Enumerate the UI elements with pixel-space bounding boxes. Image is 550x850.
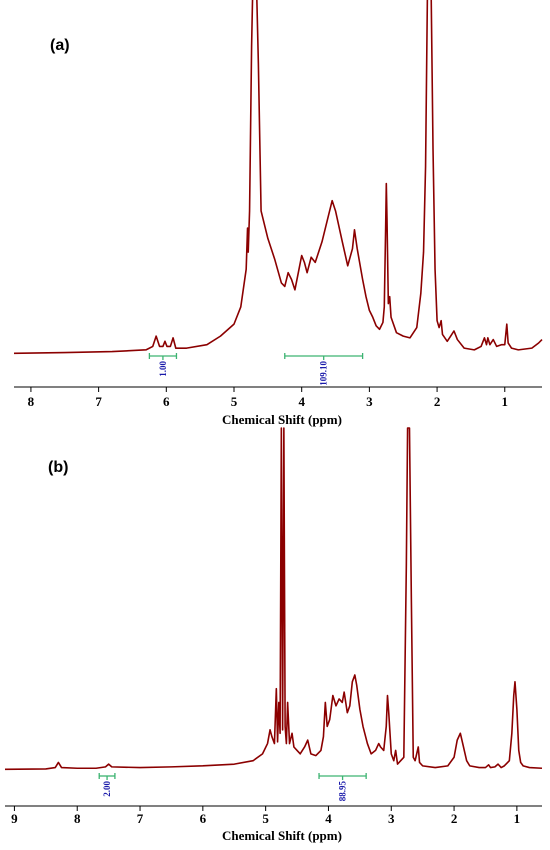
x-tick-label: 5: [231, 394, 238, 409]
panel-a: (a) 1.00 109.10 8 7 6 5 4 3 2 1 Chemical Shift (…: [13, 0, 543, 427]
x-tick-label: 4: [298, 394, 305, 409]
integration-value-label: 1.00: [158, 361, 168, 377]
panel-a-x-axis-title: Chemical Shift (ppm): [222, 412, 342, 427]
panel-a-integrations: 1.00 109.10: [148, 353, 364, 386]
panel-b-integrations: 2.00 88.95: [98, 773, 367, 802]
x-tick-label: 1: [514, 811, 521, 826]
panel-b-x-axis-title: Chemical Shift (ppm): [222, 828, 342, 843]
panel-a-spectrum-line: [13, 0, 543, 355]
panel-b-x-ticks: 9 8 7 6 5 4 3 2 1: [11, 806, 520, 826]
x-tick-label: 1: [502, 394, 509, 409]
x-tick-label: 7: [137, 811, 144, 826]
panel-a-label: (a): [50, 37, 70, 54]
panel-b-label: (b): [48, 459, 68, 476]
x-tick-label: 7: [95, 394, 102, 409]
integration-value-label: 88.95: [338, 781, 348, 802]
x-tick-label: 8: [74, 811, 81, 826]
x-tick-label: 2: [451, 811, 458, 826]
x-tick-label: 8: [28, 394, 35, 409]
x-tick-label: 9: [11, 811, 18, 826]
x-tick-label: 6: [200, 811, 207, 826]
x-tick-label: 6: [163, 394, 170, 409]
panel-b: (b) 2.00 88.95 9 8 7 6 5 4 3 2 1 Chemical Shift (…: [4, 427, 543, 843]
x-tick-label: 2: [434, 394, 441, 409]
panel-b-spectrum-line: [4, 427, 543, 771]
x-tick-label: 5: [262, 811, 269, 826]
x-tick-label: 4: [325, 811, 332, 826]
integration-value-label: 2.00: [102, 781, 112, 797]
x-tick-label: 3: [366, 394, 373, 409]
panel-a-x-ticks: 8 7 6 5 4 3 2 1: [28, 387, 508, 409]
x-tick-label: 3: [388, 811, 395, 826]
integration-value-label: 109.10: [319, 361, 329, 386]
